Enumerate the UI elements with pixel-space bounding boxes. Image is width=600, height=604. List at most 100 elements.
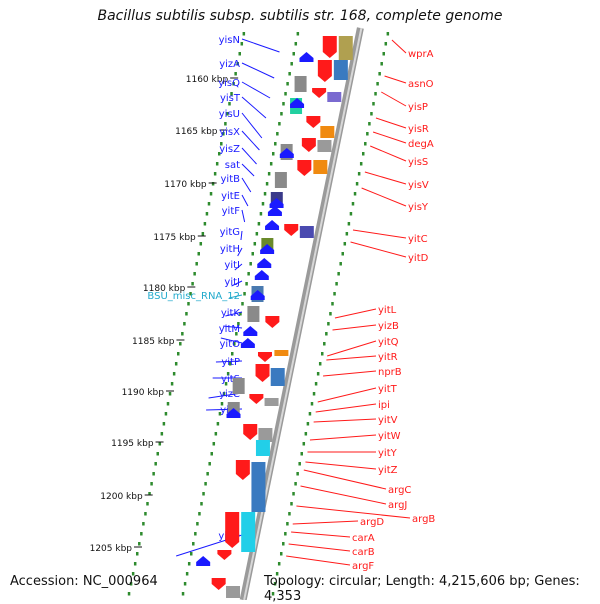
reverse-gene-label: yitY (378, 448, 398, 459)
scale-tick-label: 1190 kbp (122, 388, 165, 398)
reverse-gene-label: asnO (408, 79, 434, 90)
reverse-gene-block (270, 368, 285, 386)
reverse-gene-arrow (284, 224, 299, 236)
forward-gene-label: yitK (221, 308, 241, 319)
forward-gene-arrow (257, 258, 272, 268)
forward-gene-arrow (243, 326, 258, 336)
reverse-gene-block (299, 226, 314, 238)
scale-tick-label: 1195 kbp (111, 439, 154, 449)
reverse-gene-arrow (312, 88, 327, 98)
reverse-gene-connector (391, 39, 407, 54)
reverse-gene-connector (361, 187, 407, 207)
reverse-gene-connector (317, 387, 377, 403)
forward-gene-connector (241, 177, 252, 193)
reverse-gene-connector (332, 324, 377, 331)
reverse-gene-block (338, 36, 353, 60)
reverse-gene-label: yisS (408, 157, 428, 168)
reverse-gene-connector (370, 145, 407, 162)
forward-gene-label: yitM (219, 324, 240, 335)
reverse-gene-block (258, 428, 273, 442)
forward-gene-connector (241, 194, 249, 207)
reverse-gene-connector (326, 355, 377, 361)
forward-gene-label: yitG (220, 227, 240, 238)
forward-gene-connector (241, 96, 267, 119)
reverse-gene-block (333, 60, 348, 80)
reverse-gene-label: argC (388, 485, 411, 496)
reverse-gene-label: yitQ (378, 337, 399, 348)
scale-tick-label: 1180 kbp (143, 284, 186, 294)
reverse-gene-connector (303, 469, 387, 490)
reverse-gene-arrow (322, 36, 337, 58)
forward-gene-connector (241, 81, 271, 99)
forward-gene-arrow (254, 270, 269, 280)
reverse-gene-label: yisR (408, 124, 429, 135)
reverse-gene-connector (305, 461, 377, 470)
forward-gene-label: yitH (220, 244, 240, 255)
forward-track-dots (181, 32, 300, 596)
forward-gene-label: yisQ (218, 78, 240, 89)
reverse-gene-label: yisY (408, 202, 429, 213)
reverse-gene-label: yisP (408, 102, 428, 113)
reverse-gene-label: argF (352, 561, 374, 572)
forward-gene-label: sat (225, 160, 240, 171)
accession-label: Accession: NC_000964 (10, 574, 158, 589)
reverse-gene-block (317, 140, 332, 152)
scale-tick-label: 1160 kbp (186, 75, 229, 85)
reverse-gene-label: carB (352, 547, 375, 558)
reverse-gene-block (264, 398, 279, 406)
reverse-gene-block (320, 126, 335, 138)
reverse-gene-label: yitV (378, 415, 398, 426)
reverse-gene-connector (288, 543, 351, 552)
reverse-gene-block (313, 160, 328, 174)
reverse-gene-label: yitD (408, 253, 429, 264)
reverse-gene-connector (315, 403, 377, 413)
reverse-gene-label: yitT (378, 384, 398, 395)
forward-gene-connector (228, 294, 243, 299)
reverse-gene-connector (286, 555, 351, 566)
forward-gene-label: yitS (221, 374, 240, 385)
reverse-gene-connector (350, 241, 407, 258)
forward-gene-connector (234, 263, 243, 271)
reverse-gene-connector (375, 117, 407, 129)
forward-gene-label: yizC (219, 389, 240, 400)
forward-gene-arrow (267, 206, 282, 216)
scale-tick-label: 1165 kbp (175, 127, 218, 137)
forward-gene-label: yitJ (224, 277, 240, 288)
reverse-gene-block (251, 462, 266, 512)
forward-gene-label: yisZ (219, 144, 240, 155)
forward-gene-block (274, 172, 287, 188)
forward-gene-label: yizA (219, 59, 240, 70)
forward-gene-connector (241, 147, 257, 165)
reverse-gene-connector (364, 171, 407, 185)
forward-gene-connector (231, 280, 243, 287)
forward-gene-connector (241, 209, 246, 223)
forward-gene-arrow (269, 198, 284, 208)
forward-gene-block (294, 76, 307, 92)
reverse-gene-arrow (243, 424, 258, 440)
forward-gene-label: yitI (224, 260, 240, 271)
forward-gene-connector (225, 311, 243, 317)
reverse-gene-block (226, 586, 241, 598)
forward-gene-arrow (226, 408, 241, 418)
forward-gene-arrow (299, 52, 314, 62)
map-title: Bacillus subtilis subsp. subtilis str. 1… (97, 8, 503, 24)
forward-gene-connector (240, 230, 243, 241)
reverse-gene-connector (313, 418, 377, 423)
forward-gene-block (232, 378, 245, 394)
reverse-gene-label: argB (412, 514, 435, 525)
reverse-gene-label: yitR (378, 352, 398, 363)
forward-gene-label: yitP (221, 357, 240, 368)
forward-gene-label: BSU_misc_RNA_12 (147, 291, 240, 302)
reverse-gene-label: wprA (408, 49, 434, 60)
reverse-gene-label: carA (352, 533, 375, 544)
reverse-gene-connector (309, 434, 377, 441)
reverse-gene-label: yitL (378, 305, 397, 316)
forward-gene-arrow (240, 338, 255, 348)
reverse-gene-arrow (217, 550, 232, 560)
forward-gene-arrow (290, 98, 305, 108)
forward-gene-block (247, 306, 260, 322)
reverse-gene-block (274, 350, 289, 356)
forward-gene-arrow (250, 290, 265, 300)
scale-tick-label: 1200 kbp (100, 492, 143, 502)
